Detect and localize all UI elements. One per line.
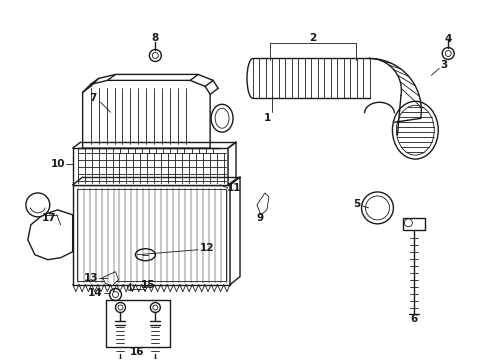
Text: 16: 16 xyxy=(130,347,144,357)
Text: 5: 5 xyxy=(352,199,360,209)
Text: 2: 2 xyxy=(308,32,316,42)
Polygon shape xyxy=(82,80,210,148)
Polygon shape xyxy=(229,177,240,285)
Polygon shape xyxy=(73,148,227,185)
Circle shape xyxy=(112,292,118,298)
Text: 14: 14 xyxy=(88,288,102,298)
Text: 17: 17 xyxy=(41,213,56,223)
Circle shape xyxy=(127,285,133,291)
Circle shape xyxy=(152,53,158,58)
Text: 3: 3 xyxy=(440,60,447,71)
Circle shape xyxy=(404,219,411,227)
Circle shape xyxy=(361,192,393,224)
Circle shape xyxy=(365,196,388,220)
Ellipse shape xyxy=(215,108,228,128)
Text: 12: 12 xyxy=(200,243,214,253)
Bar xyxy=(77,189,225,280)
Circle shape xyxy=(153,305,158,310)
Text: 10: 10 xyxy=(50,159,65,169)
Text: 11: 11 xyxy=(226,183,241,193)
Circle shape xyxy=(150,302,160,312)
Text: 4: 4 xyxy=(444,33,451,44)
Ellipse shape xyxy=(135,249,155,261)
Bar xyxy=(403,218,425,230)
Polygon shape xyxy=(102,272,118,285)
Text: 15: 15 xyxy=(141,280,155,289)
Ellipse shape xyxy=(396,105,433,155)
Circle shape xyxy=(441,48,453,59)
Text: 9: 9 xyxy=(256,213,263,223)
Text: 1: 1 xyxy=(264,113,271,123)
Circle shape xyxy=(109,289,121,301)
Text: 8: 8 xyxy=(151,32,159,42)
Polygon shape xyxy=(73,185,229,285)
Circle shape xyxy=(118,305,122,310)
Ellipse shape xyxy=(211,104,233,132)
Circle shape xyxy=(149,50,161,62)
Ellipse shape xyxy=(392,101,437,159)
Circle shape xyxy=(26,193,50,217)
Circle shape xyxy=(115,302,125,312)
Text: 7: 7 xyxy=(89,93,96,103)
Polygon shape xyxy=(256,193,268,215)
Polygon shape xyxy=(227,142,236,185)
Polygon shape xyxy=(28,210,73,260)
Text: 6: 6 xyxy=(410,314,417,324)
Text: 13: 13 xyxy=(83,273,98,283)
Circle shape xyxy=(444,50,450,57)
